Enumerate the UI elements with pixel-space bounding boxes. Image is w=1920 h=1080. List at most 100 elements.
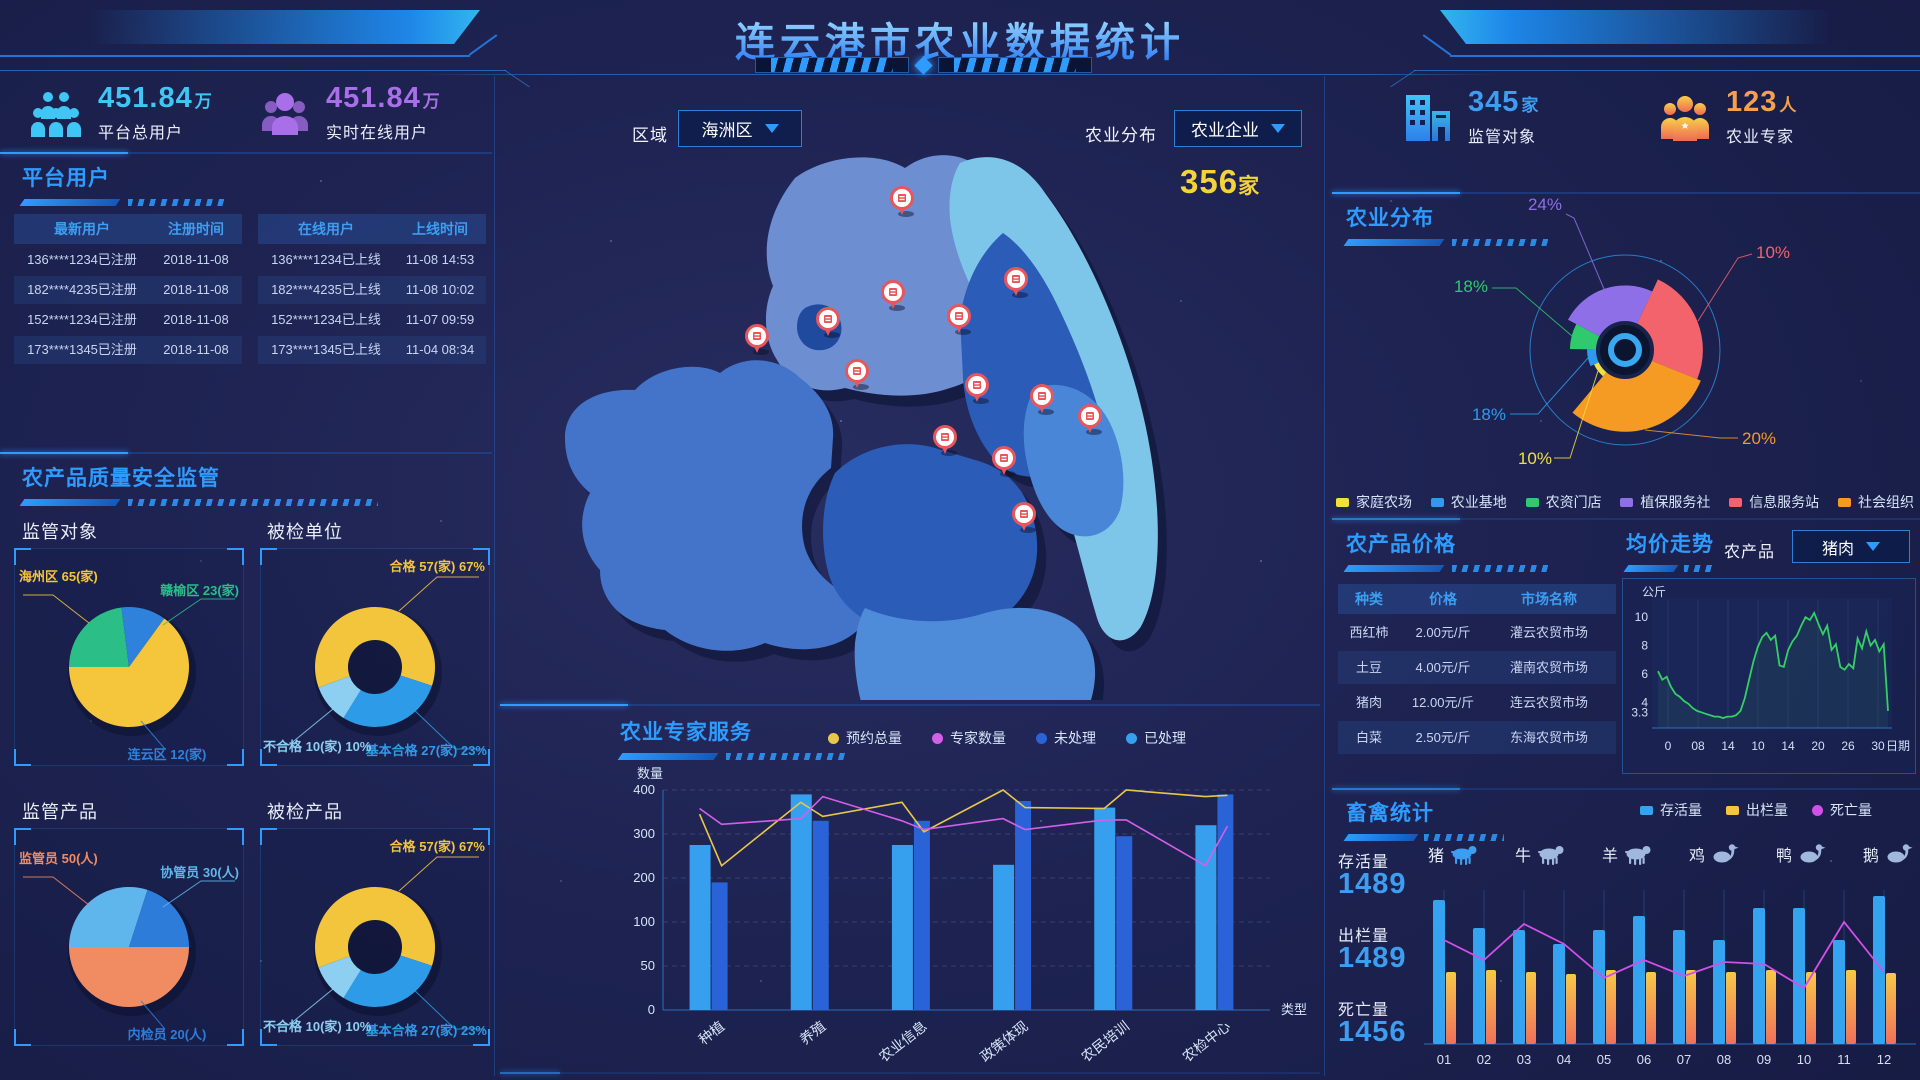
livestock-stat-value: 1489 [1338, 942, 1407, 974]
pie-chart-svg: 合格 57(家) 67% 基本合格 27(家) 23%不合格 10(家) 10% [263, 839, 488, 1038]
distribution-dropdown[interactable]: 农业企业 [1174, 110, 1302, 147]
table-row: 西红柿 2.00元/斤 灌云农贸市场 [1338, 616, 1616, 649]
bar-processed [891, 845, 913, 1010]
chevron-down-icon [1271, 124, 1285, 133]
legend-item[interactable]: 未处理 [1036, 728, 1096, 748]
product-dropdown[interactable]: 猪肉 [1792, 530, 1910, 563]
legend-item[interactable]: 预约总量 [828, 728, 902, 748]
city-map [565, 155, 1167, 700]
cell: 东海农贸市场 [1509, 730, 1588, 745]
map-pin[interactable] [881, 280, 906, 312]
animal-tab-鹅[interactable]: 鹅 [1863, 842, 1914, 866]
animal-tab-牛[interactable]: 牛 [1515, 842, 1566, 866]
product-dropdown-value: 猪肉 [1821, 540, 1854, 558]
map-pin[interactable] [816, 307, 841, 339]
bar-out [1766, 970, 1776, 1044]
map-pin[interactable] [1030, 384, 1055, 416]
stat-value: 123 [1726, 86, 1778, 118]
legend-item[interactable]: 死亡量 [1812, 800, 1872, 820]
bar-out [1646, 972, 1656, 1044]
legend-item[interactable]: 信息服务站 [1729, 492, 1819, 512]
section-divider [1332, 192, 1920, 194]
section-title-quality: 农产品质量安全监管 [22, 467, 220, 490]
pie-slice [129, 889, 189, 947]
bar-out [1566, 974, 1576, 1044]
cell: 11-08 14:53 [405, 252, 475, 267]
animal-tab-鸭[interactable]: 鸭 [1776, 842, 1827, 866]
section-title-platform-users: 平台用户 [22, 167, 110, 190]
pie-slice-label: 合格 57(家) 67% [390, 559, 486, 574]
animal-tab-猪[interactable]: 猪 [1428, 842, 1479, 866]
bar-survive [1553, 944, 1565, 1044]
rose-slice-label: 20% [1742, 429, 1776, 448]
bar-survive [1713, 940, 1725, 1044]
section-divider [1332, 518, 1920, 520]
stat-experts: 123 人 农业专家 [1658, 86, 1796, 147]
pie-slice-label: 基本合格 27(家) 23% [365, 1023, 488, 1038]
column-separator-right [1324, 76, 1325, 1076]
map-pin[interactable] [745, 324, 770, 356]
svg-text:10: 10 [1751, 739, 1765, 753]
legend-label: 出栏量 [1746, 802, 1788, 818]
bar-pending [1116, 836, 1133, 1010]
distribution-legend: 家庭农场 农业基地 农资门店 植保服务社 信息服务站 社会组织 [1336, 492, 1914, 512]
legend-item[interactable]: 社会组织 [1837, 492, 1914, 512]
map-pin[interactable] [965, 373, 990, 405]
map-pin[interactable] [947, 304, 972, 336]
cell: 136****1234已上线 [271, 252, 381, 267]
legend-item[interactable]: 已处理 [1126, 728, 1186, 748]
svg-text:6: 6 [1641, 667, 1648, 681]
map-pin[interactable] [933, 425, 958, 457]
legend-swatch [1036, 732, 1047, 744]
legend-item[interactable]: 农资门店 [1525, 492, 1602, 512]
legend-item[interactable]: 出栏量 [1726, 800, 1788, 820]
map-pin[interactable] [1004, 267, 1029, 299]
map-pin[interactable] [1012, 502, 1037, 534]
legend-item[interactable]: 家庭农场 [1336, 492, 1412, 512]
map-pin[interactable] [845, 359, 870, 391]
svg-text:400: 400 [633, 782, 655, 797]
title-underline-decoration [1343, 565, 1556, 573]
region-dropdown[interactable]: 海洲区 [678, 110, 802, 147]
legend-item[interactable]: 植保服务社 [1620, 492, 1710, 512]
map-pin[interactable] [1078, 404, 1103, 436]
stat-value: 451.84 [98, 82, 193, 114]
livestock-stat-label: 死亡量 [1338, 1002, 1390, 1019]
cell: 2.00元/斤 [1415, 625, 1471, 640]
trend-line [1657, 610, 1889, 719]
table-row: 152****1234已注册 2018-11-08 [14, 306, 242, 334]
bar-out [1686, 970, 1696, 1044]
bottom-divider [500, 1072, 1320, 1074]
pie-slice [318, 676, 361, 718]
price-table: 种类 价格 市场名称 西红柿 2.00元/斤 灌云农贸市场 土豆 4.00元/斤 灌南农贸市场猪… [1338, 584, 1616, 754]
table-header: 在线用户 上线时间 [258, 214, 486, 244]
online-users-icon [262, 92, 308, 135]
header-underline [420, 74, 1500, 75]
pie-slice-label: 海州区 65(家) [19, 569, 98, 584]
bar-out [1526, 972, 1536, 1044]
title-underline-decoration [1623, 565, 1716, 573]
map-pin[interactable] [890, 186, 915, 218]
animal-tab-羊[interactable]: 羊 [1602, 842, 1653, 866]
table-row: 猪肉 12.00元/斤 连云农贸市场 [1338, 686, 1616, 719]
rose-slice-label: 24% [1528, 195, 1562, 214]
bar-survive [1513, 930, 1525, 1044]
animal-tab-鸡[interactable]: 鸡 [1689, 842, 1740, 866]
legend-item[interactable]: 专家数量 [932, 728, 1006, 748]
legend-item[interactable]: 农业基地 [1430, 492, 1507, 512]
register-table: 最新用户 注册时间 136****1234已注册 2018-11-08 182****4… [14, 214, 242, 364]
map-pin[interactable] [992, 446, 1017, 478]
pie-slice [121, 607, 165, 667]
online-table: 在线用户 上线时间 136****1234已上线 11-08 14:53 182****… [258, 214, 486, 364]
legend-item[interactable]: 存活量 [1640, 800, 1702, 820]
product-label: 农产品 [1724, 544, 1776, 561]
animal-icon [1624, 846, 1651, 865]
rose-slice [1572, 360, 1701, 432]
cell: 136****1234已注册 [27, 252, 137, 267]
pie-chart-svg: 合格 57(家) 67% 基本合格 27(家) 23%不合格 10(家) 10% [263, 559, 487, 758]
table-row: 173****1345已注册 2018-11-08 [14, 336, 242, 364]
table-row: 173****1345已上线 11-04 08:34 [258, 336, 486, 364]
column-header: 价格 [1429, 591, 1457, 607]
chart-box-checked-unit: 合格 57(家) 67% 基本合格 27(家) 23% 不合格 10(家) 10% [260, 548, 490, 766]
line-series [699, 795, 1229, 867]
